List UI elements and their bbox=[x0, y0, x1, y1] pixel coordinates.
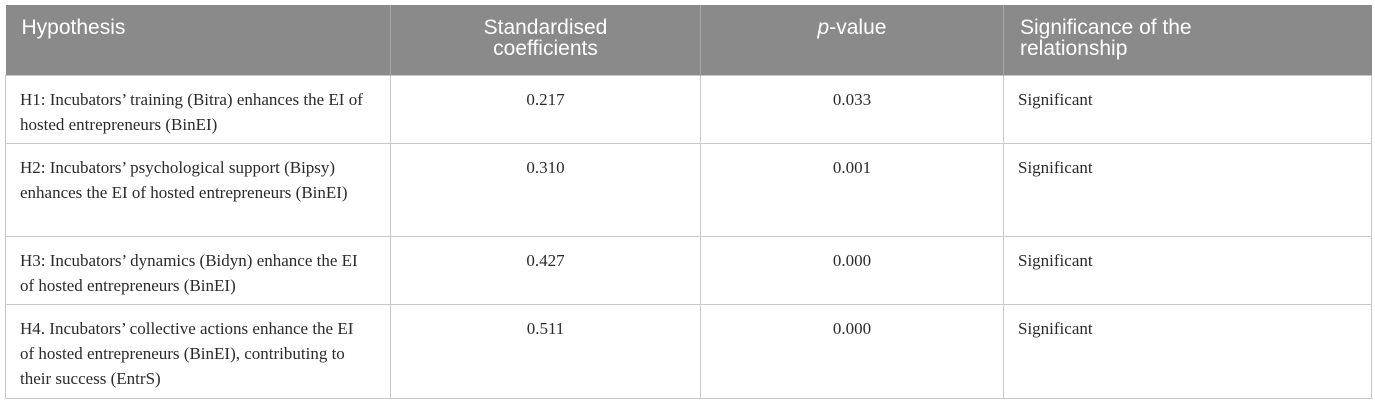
table-cell: 0.000 bbox=[700, 304, 1004, 399]
table-cell: H1: Incubators’ training (Bitra) enhance… bbox=[5, 75, 391, 144]
header-cell: Significance of the relationship bbox=[1003, 5, 1372, 76]
table-header: Hypothesis Standardised coefficients p-v… bbox=[5, 5, 1372, 76]
table-row: H4. Incubators’ collective actions enhan… bbox=[5, 304, 1372, 399]
header-italic: p bbox=[817, 16, 830, 39]
table-cell: H4. Incubators’ collective actions enhan… bbox=[5, 304, 391, 399]
table-cell: Significant bbox=[1003, 143, 1372, 237]
table-cell: H2: Incubators’ psychological support (B… bbox=[5, 143, 391, 237]
table-cell: 0.427 bbox=[390, 236, 701, 305]
header-cell: p-value bbox=[700, 5, 1004, 76]
header-cell: Standardised coefficients bbox=[390, 5, 701, 76]
header-row: Hypothesis Standardised coefficients p-v… bbox=[5, 5, 1372, 76]
table-body: H1: Incubators’ training (Bitra) enhance… bbox=[5, 75, 1372, 399]
table-row: H3: Incubators’ dynamics (Bidyn) enhance… bbox=[5, 236, 1372, 305]
table-row: H2: Incubators’ psychological support (B… bbox=[5, 143, 1372, 237]
table-cell: Significant bbox=[1003, 304, 1372, 399]
table-cell: Significant bbox=[1003, 75, 1372, 144]
table-cell: 0.000 bbox=[700, 236, 1004, 305]
table-row: H1: Incubators’ training (Bitra) enhance… bbox=[5, 75, 1372, 144]
header-cell: Hypothesis bbox=[5, 5, 391, 76]
results-table: Hypothesis Standardised coefficients p-v… bbox=[5, 5, 1372, 399]
table-cell: 0.217 bbox=[390, 75, 701, 144]
table-cell: 0.001 bbox=[700, 143, 1004, 237]
table-cell: H3: Incubators’ dynamics (Bidyn) enhance… bbox=[5, 236, 391, 305]
table-cell: 0.033 bbox=[700, 75, 1004, 144]
header-text: -value bbox=[829, 16, 887, 39]
table-cell: 0.310 bbox=[390, 143, 701, 237]
table-cell: Significant bbox=[1003, 236, 1372, 305]
table-cell: 0.511 bbox=[390, 304, 701, 399]
